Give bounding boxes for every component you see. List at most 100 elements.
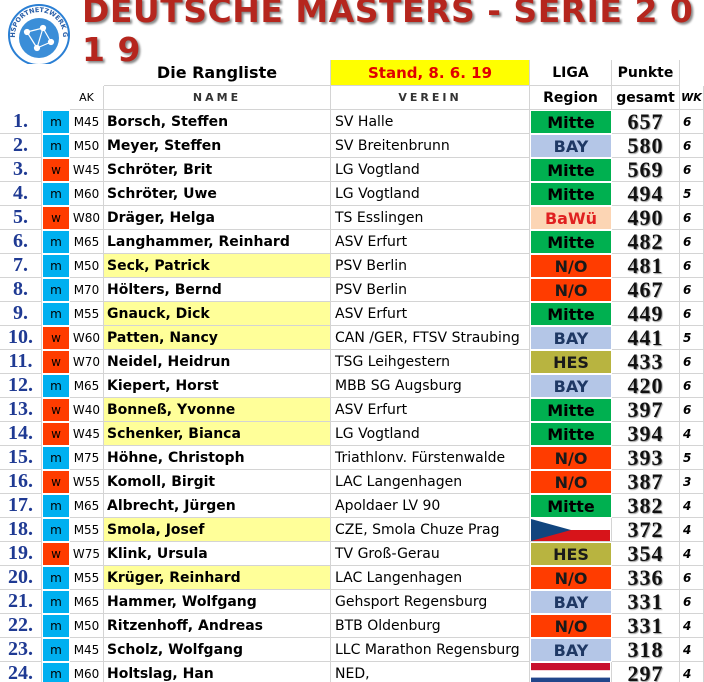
region: N/O	[530, 446, 612, 470]
club: LG Vogtland	[331, 422, 530, 446]
rank: 9.	[0, 302, 42, 326]
points: 297	[612, 662, 680, 682]
athlete-name: Patten, Nancy	[104, 326, 331, 350]
gender: m	[42, 590, 70, 614]
age-class: M60	[70, 182, 104, 206]
rank: 14.	[0, 422, 42, 446]
rank: 17.	[0, 494, 42, 518]
rank: 6.	[0, 230, 42, 254]
athlete-name: Schröter, Uwe	[104, 182, 331, 206]
club: ASV Erfurt	[331, 398, 530, 422]
points: 657	[612, 110, 680, 134]
region: BAY	[530, 590, 612, 614]
athlete-name: Komoll, Birgit	[104, 470, 331, 494]
rank: 11.	[0, 350, 42, 374]
athlete-name: Hölters, Bernd	[104, 278, 331, 302]
gender: w	[42, 470, 70, 494]
competitions: 5	[680, 326, 704, 350]
region: BAY	[530, 374, 612, 398]
gender: m	[42, 494, 70, 518]
competitions: 6	[680, 374, 704, 398]
region: BAY	[530, 134, 612, 158]
points: 433	[612, 350, 680, 374]
age-class: M55	[70, 566, 104, 590]
age-class: M45	[70, 638, 104, 662]
gender: w	[42, 350, 70, 374]
gender: m	[42, 566, 70, 590]
age-class: M50	[70, 614, 104, 638]
club: MBB SG Augsburg	[331, 374, 530, 398]
col-header: Region	[530, 86, 612, 110]
competitions: 5	[680, 182, 704, 206]
points: 449	[612, 302, 680, 326]
age-class: M65	[70, 494, 104, 518]
gender: w	[42, 398, 70, 422]
gender: m	[42, 110, 70, 134]
rank: 1.	[0, 110, 42, 134]
gender: m	[42, 278, 70, 302]
points: 331	[612, 614, 680, 638]
region: Mitte	[530, 158, 612, 182]
club: LG Vogtland	[331, 158, 530, 182]
region: N/O	[530, 254, 612, 278]
club: BTB Oldenburg	[331, 614, 530, 638]
gender: m	[42, 134, 70, 158]
region: N/O	[530, 614, 612, 638]
club: SV Breitenbrunn	[331, 134, 530, 158]
gender: m	[42, 302, 70, 326]
flag-cz	[531, 518, 610, 541]
athlete-name: Schröter, Brit	[104, 158, 331, 182]
rank: 4.	[0, 182, 42, 206]
gender: m	[42, 662, 70, 682]
competitions: 6	[680, 566, 704, 590]
rank: 5.	[0, 206, 42, 230]
age-class: W45	[70, 422, 104, 446]
athlete-name: Gnauck, Dick	[104, 302, 331, 326]
region: Mitte	[530, 110, 612, 134]
col-header: NAME	[104, 86, 331, 110]
rank: 23.	[0, 638, 42, 662]
athlete-name: Klink, Ursula	[104, 542, 331, 566]
age-class: M75	[70, 446, 104, 470]
gender: w	[42, 158, 70, 182]
gender: m	[42, 182, 70, 206]
competitions: 6	[680, 134, 704, 158]
age-class: W70	[70, 350, 104, 374]
flag	[530, 662, 612, 682]
points: 372	[612, 518, 680, 542]
col-header: WK	[680, 86, 704, 110]
gender: m	[42, 518, 70, 542]
age-class: W45	[70, 158, 104, 182]
col-header: LIGA	[530, 60, 612, 86]
points: 569	[612, 158, 680, 182]
gender: m	[42, 230, 70, 254]
age-class: M50	[70, 134, 104, 158]
club: NED,	[331, 662, 530, 682]
competitions: 4	[680, 422, 704, 446]
competitions: 4	[680, 518, 704, 542]
col-header: gesamt	[612, 86, 680, 110]
athlete-name: Bonneß, Yvonne	[104, 398, 331, 422]
age-class: M60	[70, 662, 104, 682]
points: 382	[612, 494, 680, 518]
club: TSG Leihgestern	[331, 350, 530, 374]
rank: 21.	[0, 590, 42, 614]
club: PSV Berlin	[331, 278, 530, 302]
region: N/O	[530, 566, 612, 590]
rank: 15.	[0, 446, 42, 470]
points: 331	[612, 590, 680, 614]
age-class: W60	[70, 326, 104, 350]
athlete-name: Schenker, Bianca	[104, 422, 331, 446]
athlete-name: Neidel, Heidrun	[104, 350, 331, 374]
col-header: Punkte	[612, 60, 680, 86]
athlete-name: Kiepert, Horst	[104, 374, 331, 398]
age-class: M65	[70, 374, 104, 398]
gender: w	[42, 422, 70, 446]
club: ASV Erfurt	[331, 302, 530, 326]
rank: 2.	[0, 134, 42, 158]
competitions: 4	[680, 542, 704, 566]
club: LAC Langenhagen	[331, 566, 530, 590]
club: CAN /GER, FTSV Straubing	[331, 326, 530, 350]
gender: m	[42, 374, 70, 398]
competitions: 6	[680, 278, 704, 302]
